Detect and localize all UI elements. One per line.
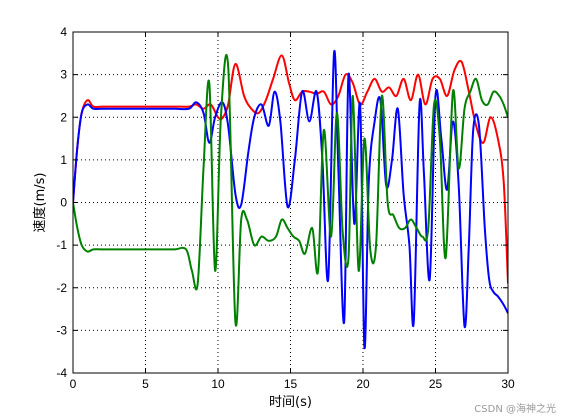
x-tick-label: 30 [501,377,515,391]
x-tick-label: 10 [211,377,225,391]
y-tick-label: -1 [56,238,67,252]
x-tick-labels: 0 5 10 15 20 25 30 [70,377,515,391]
y-tick-label: -4 [56,366,67,380]
y-tick-label: 2 [60,110,67,124]
series-green-line [73,54,508,327]
y-tick-label: 0 [60,196,67,210]
x-tick-label: 20 [356,377,370,391]
y-tick-label: -3 [56,323,67,337]
series-layer [73,49,508,349]
y-tick-label: 4 [60,25,67,39]
x-tick-label: 25 [429,377,443,391]
x-tick-label: 5 [142,377,149,391]
x-axis-label: 时间(s) [269,395,312,410]
y-tick-labels: -4 -3 -2 -1 0 1 2 3 4 [56,25,67,380]
y-tick-label: 3 [60,68,67,82]
y-tick-label: 1 [60,153,67,167]
y-axis-label: 速度(m/s) [32,173,48,233]
x-tick-label: 0 [70,377,77,391]
watermark: CSDN @海神之光 [474,402,556,415]
y-tick-label: -2 [56,281,67,295]
axis-ticks [72,31,509,374]
x-tick-label: 15 [284,377,298,391]
series-red-line [73,54,508,284]
